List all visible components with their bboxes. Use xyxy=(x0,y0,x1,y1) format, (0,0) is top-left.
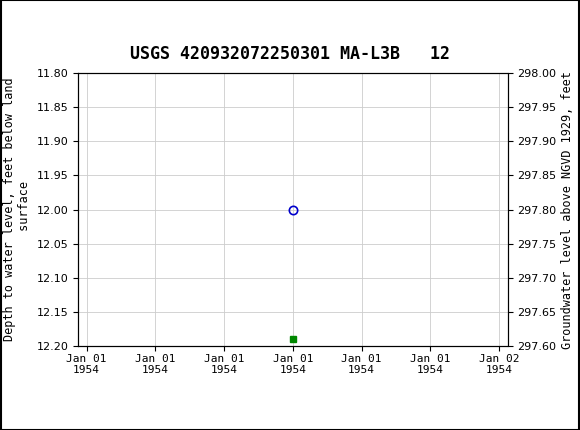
Y-axis label: Depth to water level, feet below land
 surface: Depth to water level, feet below land su… xyxy=(3,78,31,341)
Y-axis label: Groundwater level above NGVD 1929, feet: Groundwater level above NGVD 1929, feet xyxy=(560,71,574,349)
Text: █USGS: █USGS xyxy=(7,8,61,30)
Text: USGS 420932072250301 MA-L3B   12: USGS 420932072250301 MA-L3B 12 xyxy=(130,45,450,63)
